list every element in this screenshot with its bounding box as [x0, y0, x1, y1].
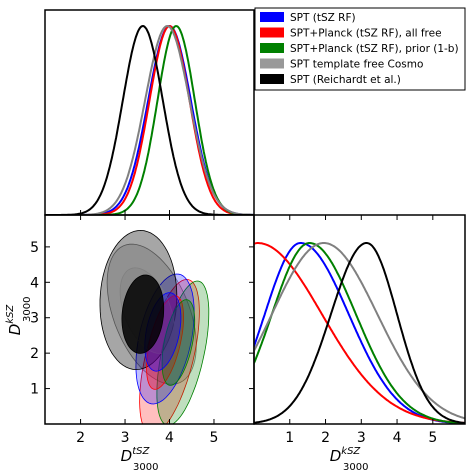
ksz-y-tick-label: 2	[30, 346, 39, 362]
panel-tsz-1d-frame	[44, 9, 255, 216]
x-axis-label-tsz-sup: tSZ	[132, 446, 150, 457]
x-axis-label-ksz-main: D	[330, 447, 342, 465]
contour-group	[99, 229, 210, 424]
svg-text:DtSZ: DtSZ	[121, 446, 151, 465]
x-axis-label-ksz-sub: 3000	[343, 462, 368, 473]
contour-inner-spt-planck-tsz-rf-prior-1-b	[161, 299, 196, 386]
y-axis-label-ksz-sup: kSZ	[5, 304, 16, 324]
ksz-y-tick-label: 5	[30, 240, 39, 256]
legend-swatch-spt-planck-tsz-rf-all-free	[260, 27, 284, 38]
ksz-tick-label: 1	[285, 430, 294, 446]
tsz-curve-spt-planck-tsz-rf-prior-1-b	[45, 25, 254, 215]
legend-label-spt-tsz-rf: SPT (tSZ RF)	[290, 12, 356, 24]
tsz-tick-label: 2	[76, 430, 85, 446]
ksz-tick-label: 3	[357, 430, 366, 446]
ksz-curve-spt-template-free-cosmo	[254, 242, 465, 420]
legend-label-spt-reichardt-et-al: SPT (Reichardt et al.)	[290, 74, 401, 86]
svg-text:DkSZ: DkSZ	[5, 304, 24, 336]
y-axis-label-ksz-sub: 3000	[22, 297, 33, 322]
ksz-y-tick-label: 3	[30, 311, 39, 327]
y-axis-label-ksz: DkSZ 3000	[5, 297, 33, 336]
ksz-y-tick-label: 1	[30, 382, 39, 398]
x-axis-label-tsz: DtSZ 3000	[121, 446, 159, 473]
x-axis-label-ksz: DkSZ 3000	[330, 446, 369, 473]
contour-inner-spt-reichardt-et-al	[121, 274, 165, 354]
legend-frame	[254, 7, 466, 91]
legend-label-spt-planck-tsz-rf-all-free: SPT+Planck (tSZ RF), all free	[290, 28, 442, 40]
tsz-tick-label: 3	[121, 430, 130, 446]
tsz-curve-spt-reichardt-et-al	[45, 24, 254, 215]
ksz-curve-spt-planck-tsz-rf-prior-1-b	[254, 242, 465, 424]
legend-swatch-spt-template-free-cosmo	[260, 58, 284, 69]
tsz-tick-label: 5	[210, 430, 219, 446]
ksz-tick-label: 2	[321, 430, 330, 446]
ksz-tick-label: 5	[428, 430, 437, 446]
ksz-tick-label: 4	[393, 430, 402, 446]
legend-swatch-spt-tsz-rf	[260, 12, 284, 22]
tsz-curve-spt-planck-tsz-rf-all-free	[45, 24, 254, 215]
legend-label-spt-template-free-cosmo: SPT template free Cosmo	[290, 59, 423, 71]
tsz-curve-spt-tsz-rf	[45, 24, 254, 215]
ksz-y-tick-label: 4	[30, 275, 39, 291]
panel-ksz-1d	[253, 214, 466, 425]
ksz-curve-spt-planck-tsz-rf-all-free	[254, 242, 465, 424]
legend-swatch-spt-planck-tsz-rf-prior-1-b	[260, 43, 284, 53]
tsz-curves	[45, 24, 254, 215]
x-axis-label-ksz-sup: kSZ	[341, 446, 361, 457]
legend-swatch-spt-reichardt-et-al	[260, 74, 284, 84]
tsz-curve-spt-template-free-cosmo	[45, 24, 254, 215]
ksz-curves	[254, 242, 465, 424]
ksz-curve-spt-tsz-rf	[254, 242, 465, 424]
x-axis-label-tsz-main: D	[121, 447, 133, 465]
tsz-tick-label: 4	[165, 430, 174, 446]
y-axis-label-ksz-main: D	[6, 324, 24, 336]
panel-ksz-1d-frame	[253, 214, 466, 425]
ticks: 2 3 4 5 1 2 3 4 5 1 2 3 4 5	[30, 210, 437, 446]
ksz-curve-spt-reichardt-et-al	[254, 242, 465, 424]
svg-text:DkSZ: DkSZ	[330, 446, 362, 465]
panel-tsz-1d	[44, 9, 255, 216]
legend-label-spt-planck-tsz-rf-prior-1-b: SPT+Planck (tSZ RF), prior (1-b)	[290, 43, 459, 55]
legend: SPT (tSZ RF) SPT+Planck (tSZ RF), all fre…	[254, 7, 466, 91]
x-axis-label-tsz-sub: 3000	[133, 462, 158, 473]
panel-2d-contours	[44, 214, 255, 425]
